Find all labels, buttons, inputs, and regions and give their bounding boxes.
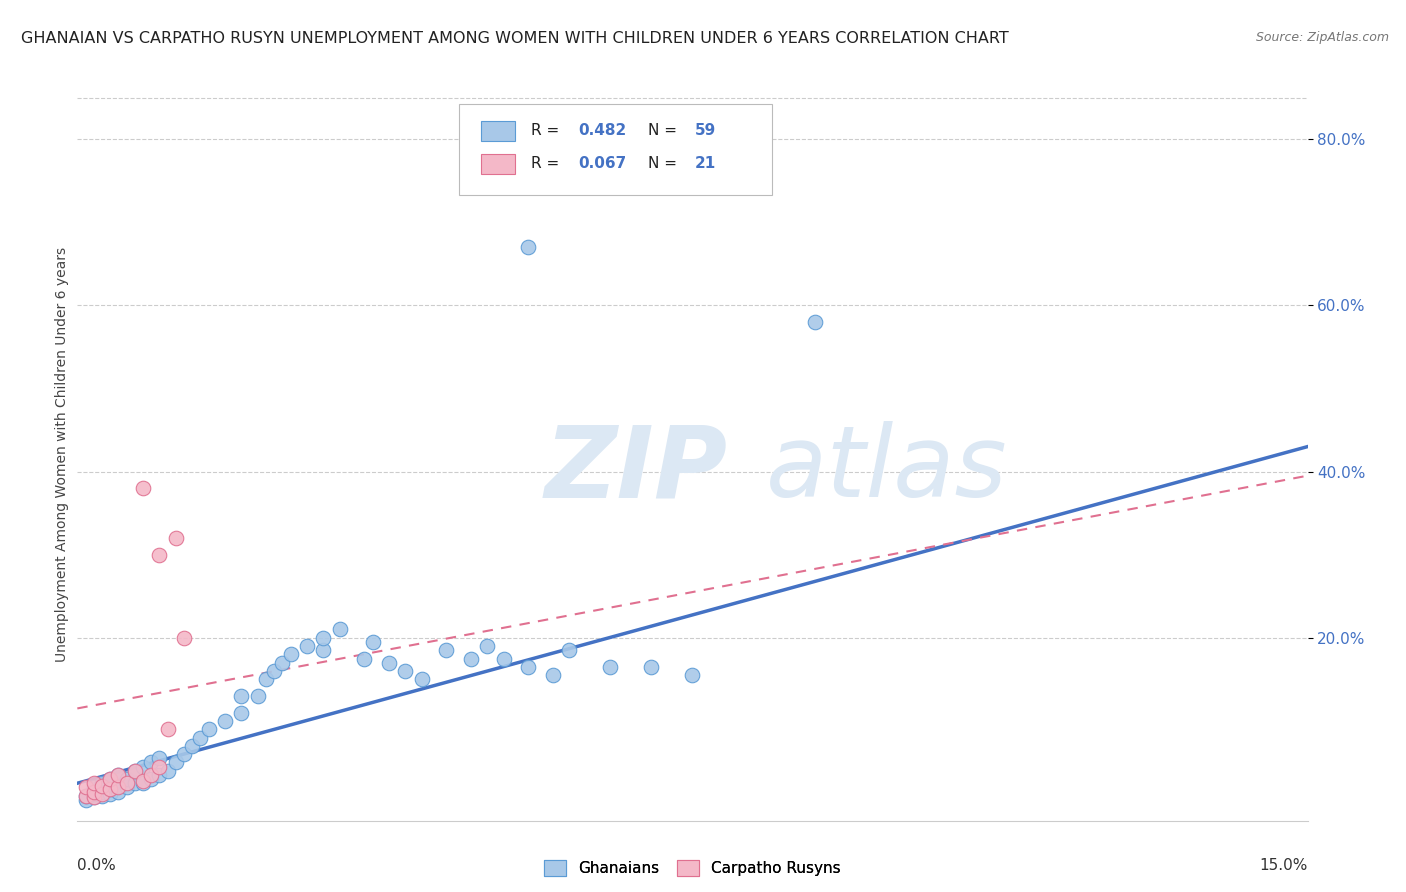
Text: GHANAIAN VS CARPATHO RUSYN UNEMPLOYMENT AMONG WOMEN WITH CHILDREN UNDER 6 YEARS : GHANAIAN VS CARPATHO RUSYN UNEMPLOYMENT … [21, 31, 1010, 46]
Point [83, 780, 105, 795]
Text: N =: N = [648, 123, 682, 138]
Point [98, 787, 121, 801]
Point [98, 782, 121, 797]
Point [411, 673, 433, 687]
Text: Source: ZipAtlas.com: Source: ZipAtlas.com [1256, 31, 1389, 45]
Point [263, 664, 285, 678]
Point [361, 635, 384, 649]
Text: R =: R = [531, 123, 564, 138]
FancyBboxPatch shape [481, 153, 516, 174]
Text: 21: 21 [695, 156, 716, 171]
Point [517, 660, 540, 674]
Point [492, 651, 515, 665]
FancyBboxPatch shape [458, 103, 772, 195]
Point [558, 643, 581, 657]
Point [98, 772, 121, 786]
Point [141, 772, 163, 786]
Point [353, 651, 375, 665]
Point [107, 768, 129, 782]
Text: N =: N = [648, 156, 682, 171]
Point [124, 764, 146, 778]
Point [254, 673, 277, 687]
Text: atlas: atlas [766, 421, 1008, 518]
Point [214, 714, 236, 728]
Point [231, 689, 253, 703]
Point [132, 759, 155, 773]
Point [436, 643, 458, 657]
Point [115, 772, 138, 786]
Point [188, 731, 212, 745]
Point [141, 756, 163, 770]
Point [141, 768, 163, 782]
Text: ZIP: ZIP [546, 421, 728, 518]
Text: R =: R = [531, 156, 564, 171]
Point [640, 660, 662, 674]
FancyBboxPatch shape [481, 120, 516, 141]
Y-axis label: Unemployment Among Women with Children Under 6 years: Unemployment Among Women with Children U… [55, 247, 69, 663]
Point [90, 789, 114, 803]
Point [75, 789, 97, 803]
Text: 0.0%: 0.0% [77, 858, 117, 873]
Point [541, 668, 564, 682]
Point [98, 772, 121, 786]
Point [156, 723, 179, 737]
Point [124, 764, 146, 778]
Text: 15.0%: 15.0% [1260, 858, 1308, 873]
Point [165, 531, 187, 545]
Point [197, 723, 219, 737]
Text: 59: 59 [695, 123, 716, 138]
Point [83, 784, 105, 798]
Point [83, 776, 105, 790]
Point [173, 747, 195, 761]
Point [98, 782, 121, 797]
Point [83, 790, 105, 805]
Point [132, 776, 155, 790]
Point [312, 631, 335, 645]
Point [599, 660, 621, 674]
Point [148, 548, 170, 562]
Point [75, 789, 97, 803]
Point [107, 779, 129, 793]
Point [90, 787, 114, 801]
Point [181, 739, 204, 753]
Point [132, 773, 155, 788]
Point [280, 648, 302, 662]
Point [132, 481, 155, 495]
Legend: Ghanaians, Carpatho Rusyns: Ghanaians, Carpatho Rusyns [538, 854, 846, 882]
Point [124, 776, 146, 790]
Point [394, 664, 416, 678]
Point [83, 787, 105, 801]
Point [517, 240, 540, 254]
Point [148, 751, 170, 765]
Point [107, 768, 129, 782]
Point [246, 689, 269, 703]
Point [312, 643, 335, 657]
Point [460, 651, 482, 665]
Point [231, 706, 253, 720]
Point [477, 639, 499, 653]
Point [156, 764, 179, 778]
Point [165, 756, 187, 770]
Point [148, 759, 170, 773]
Point [148, 768, 170, 782]
Point [682, 668, 704, 682]
Point [90, 776, 114, 790]
Point [115, 776, 138, 790]
Point [173, 631, 195, 645]
Point [107, 784, 129, 798]
Text: 0.482: 0.482 [578, 123, 626, 138]
Point [75, 780, 97, 795]
Point [329, 623, 352, 637]
Point [90, 779, 114, 793]
Point [90, 784, 114, 798]
Point [107, 780, 129, 795]
Point [75, 793, 97, 807]
Text: 0.067: 0.067 [578, 156, 626, 171]
Point [115, 780, 138, 795]
Point [804, 315, 827, 329]
Point [271, 656, 294, 670]
Point [378, 656, 401, 670]
Point [295, 639, 318, 653]
Point [83, 790, 105, 805]
